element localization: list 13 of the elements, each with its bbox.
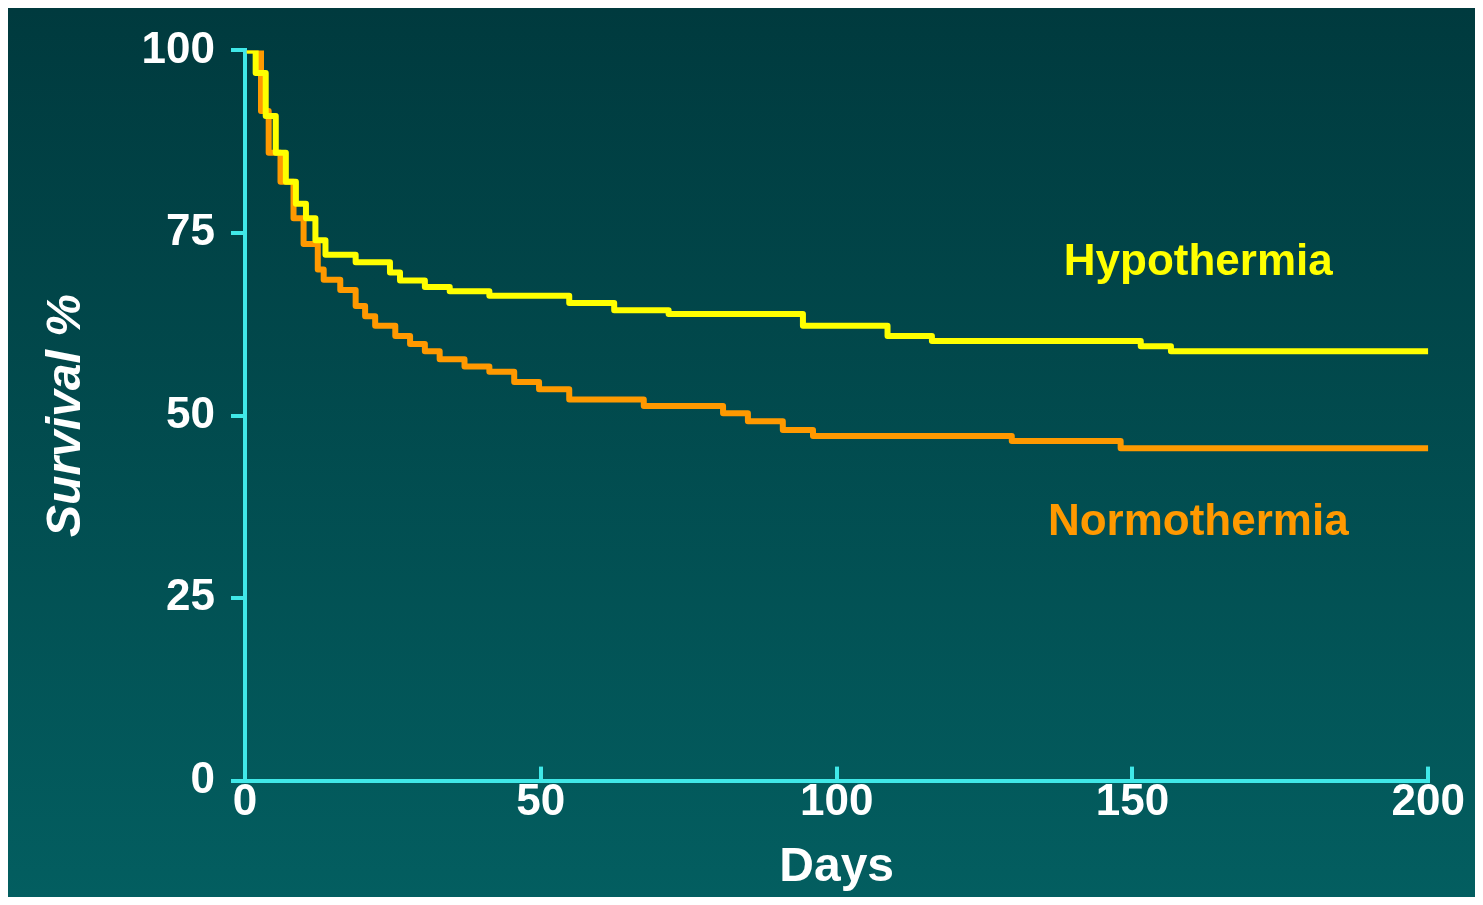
y-tick-label: 25 xyxy=(166,570,216,620)
y-axis-title: Survival % xyxy=(37,294,91,537)
x-tick-label: 0 xyxy=(232,775,258,825)
y-tick-label: 100 xyxy=(141,22,216,72)
x-tick-label: 50 xyxy=(516,775,566,825)
series-label: Normothermia xyxy=(1047,495,1350,545)
x-tick-label: 150 xyxy=(1095,775,1170,825)
x-axis-title: Days xyxy=(779,838,895,892)
y-tick-label: 50 xyxy=(166,387,216,437)
series-label: Hypothermia xyxy=(1063,235,1334,285)
x-tick-label: 200 xyxy=(1391,775,1465,825)
y-tick-label: 75 xyxy=(166,205,216,255)
x-tick-label: 100 xyxy=(799,775,874,825)
